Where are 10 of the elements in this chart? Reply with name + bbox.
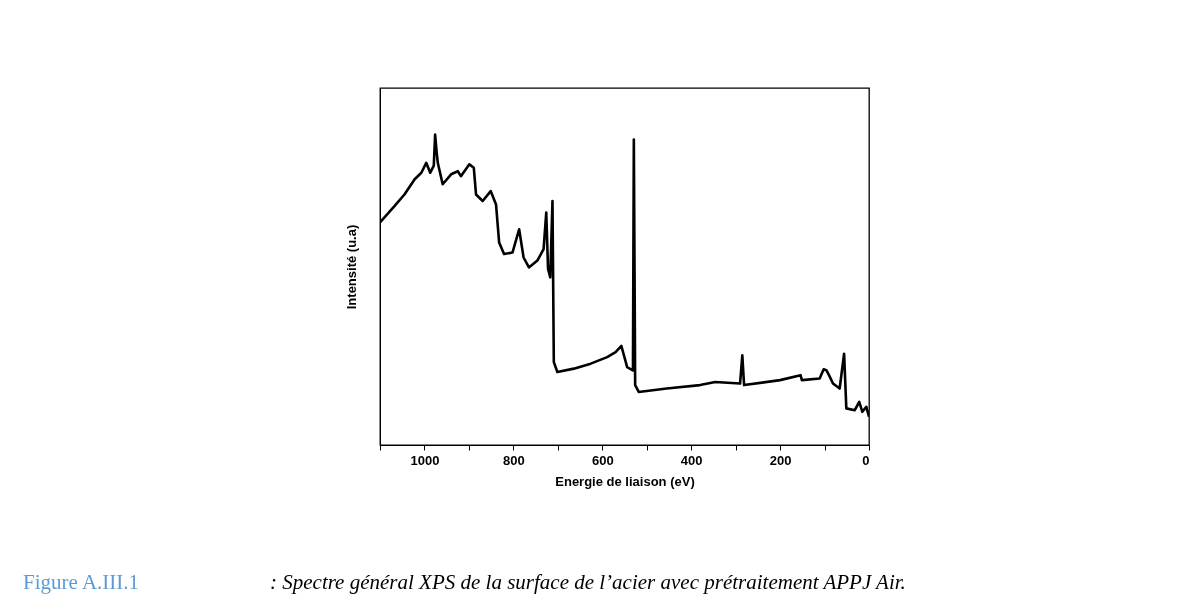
text: Figure A.III.1 [23, 570, 140, 594]
x-tick-label: 600 [591, 452, 614, 468]
y-axis-title: Intensité (u.a) [343, 224, 359, 310]
x-axis-title: Energie de liaison (eV) [555, 473, 695, 489]
x-tick-label: 200 [769, 452, 792, 468]
x-tick-label: 1000 [410, 452, 440, 468]
x-tick-label: 0 [862, 452, 870, 468]
text: : Spectre général XPS de la surface de l’acier avec prétraitement APPJ Air. [270, 570, 906, 594]
x-tick-label: 400 [680, 452, 703, 468]
x-tick-label: 800 [503, 452, 525, 468]
